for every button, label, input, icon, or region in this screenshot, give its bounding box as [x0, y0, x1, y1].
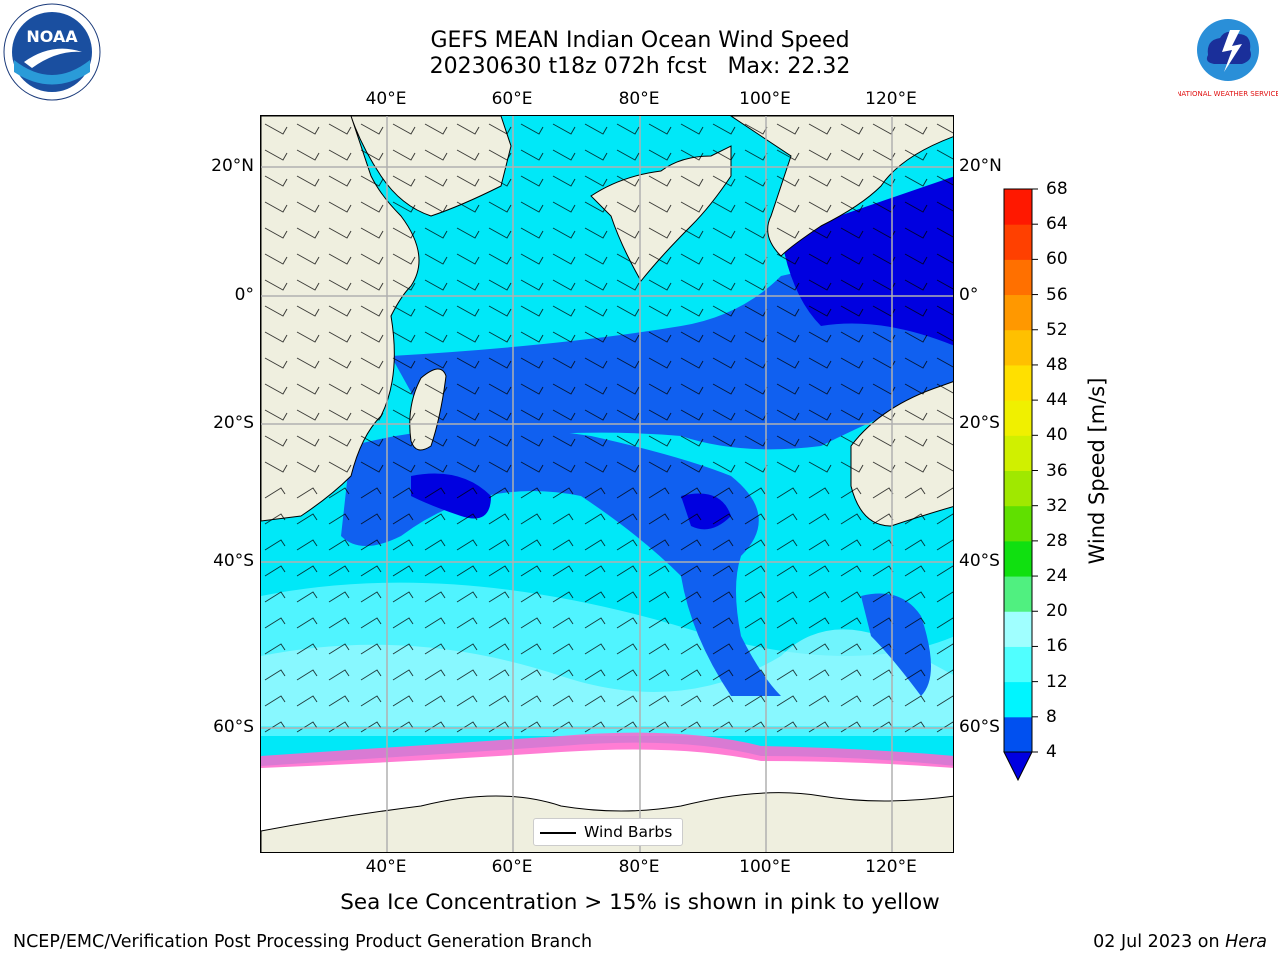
lat-label-left: 0°: [234, 285, 254, 305]
lat-label-right: 60°S: [959, 717, 1000, 737]
colorbar-segment: [1004, 611, 1032, 647]
colorbar-tick-label: 32: [1046, 495, 1068, 516]
colorbar-segment: [1004, 189, 1032, 225]
colorbar-tick-label: 4: [1046, 742, 1057, 762]
chart-title: GEFS MEAN Indian Ocean Wind Speed 202306…: [0, 28, 1280, 80]
legend-label: Wind Barbs: [584, 823, 673, 841]
colorbar-tick-label: 20: [1046, 601, 1068, 622]
lon-label-top: 100°E: [739, 89, 791, 109]
nws-logo: NATIONAL WEATHER SERVICE: [1176, 0, 1280, 100]
lat-label-right: 20°S: [959, 413, 1000, 433]
colorbar-segment: [1004, 716, 1032, 753]
colorbar-segment: [1004, 259, 1032, 296]
colorbar-segment: [1004, 470, 1032, 507]
colorbar-tick-label: 60: [1046, 249, 1068, 270]
lon-label-top: 80°E: [618, 89, 660, 109]
colorbar-segment: [1004, 329, 1032, 366]
lat-label-left: 20°N: [211, 156, 254, 176]
lon-label-top: 60°E: [491, 89, 533, 109]
colorbar-tick-label: 28: [1046, 530, 1068, 551]
lat-label-right: 20°N: [959, 156, 1002, 176]
colorbar-tick-label: 12: [1046, 671, 1068, 692]
wind-speed-map: [260, 115, 954, 853]
colorbar-segment: [1004, 681, 1032, 718]
colorbar-tick-label: 56: [1046, 284, 1068, 305]
lon-label-top: 120°E: [865, 89, 917, 109]
title-line-1: GEFS MEAN Indian Ocean Wind Speed: [430, 28, 850, 53]
colorbar-segment: [1004, 294, 1032, 331]
colorbar-tick-label: 44: [1046, 390, 1068, 411]
lat-label-left: 40°S: [213, 551, 254, 571]
colorbar-segment: [1004, 540, 1032, 577]
colorbar-segment: [1004, 646, 1032, 683]
colorbar-tick-label: 24: [1046, 566, 1068, 587]
colorbar-segment: [1004, 576, 1032, 612]
footer-date: 02 Jul 2023 on Hera: [1093, 932, 1267, 952]
sea-ice-note: Sea Ice Concentration > 15% is shown in …: [340, 890, 940, 915]
colorbar-label: Wind Speed [m/s]: [1085, 377, 1109, 565]
colorbar-tick-label: 52: [1046, 319, 1068, 340]
noaa-logo-text: NOAA: [26, 27, 78, 46]
lat-label-left: 60°S: [213, 717, 254, 737]
lon-label-bottom: 100°E: [739, 857, 791, 877]
colorbar-tick-label: 16: [1046, 636, 1068, 657]
lon-label-top: 40°E: [365, 89, 407, 109]
colorbar-under-arrow: [1003, 751, 1033, 782]
colorbar-segment: [1004, 435, 1032, 471]
footer-branch: NCEP/EMC/Verification Post Processing Pr…: [13, 932, 593, 952]
colorbar: [1000, 185, 1040, 785]
colorbar-tick-label: 8: [1046, 706, 1057, 727]
colorbar-tick-label: 40: [1046, 425, 1068, 446]
nws-logo-text: NATIONAL WEATHER SERVICE: [1178, 90, 1278, 98]
map-legend: Wind Barbs: [533, 818, 683, 846]
footer-date-text: 02 Jul 2023 on: [1093, 932, 1226, 952]
colorbar-tick-label: 36: [1046, 460, 1068, 481]
colorbar-tick-label: 48: [1046, 354, 1068, 375]
footer-machine: Hera: [1225, 932, 1267, 952]
colorbar-graphic: [1003, 188, 1038, 782]
lon-label-bottom: 80°E: [618, 857, 660, 877]
colorbar-segment: [1004, 364, 1032, 401]
lat-label-right: 40°S: [959, 551, 1000, 571]
noaa-logo: NOAA: [2, 2, 102, 102]
colorbar-tick-label: 64: [1046, 214, 1068, 235]
lat-label-right: 0°: [959, 285, 979, 305]
colorbar-segment: [1004, 505, 1032, 542]
lat-label-left: 20°S: [213, 413, 254, 433]
lon-label-bottom: 60°E: [491, 857, 533, 877]
title-line-2: 20230630 t18z 072h fcst Max: 22.32: [429, 54, 851, 79]
lon-label-bottom: 120°E: [865, 857, 917, 877]
colorbar-tick-label: 68: [1046, 179, 1068, 199]
colorbar-segment: [1004, 400, 1032, 436]
colorbar-segment: [1004, 224, 1032, 260]
legend-line: [540, 832, 576, 834]
lon-label-bottom: 40°E: [365, 857, 407, 877]
